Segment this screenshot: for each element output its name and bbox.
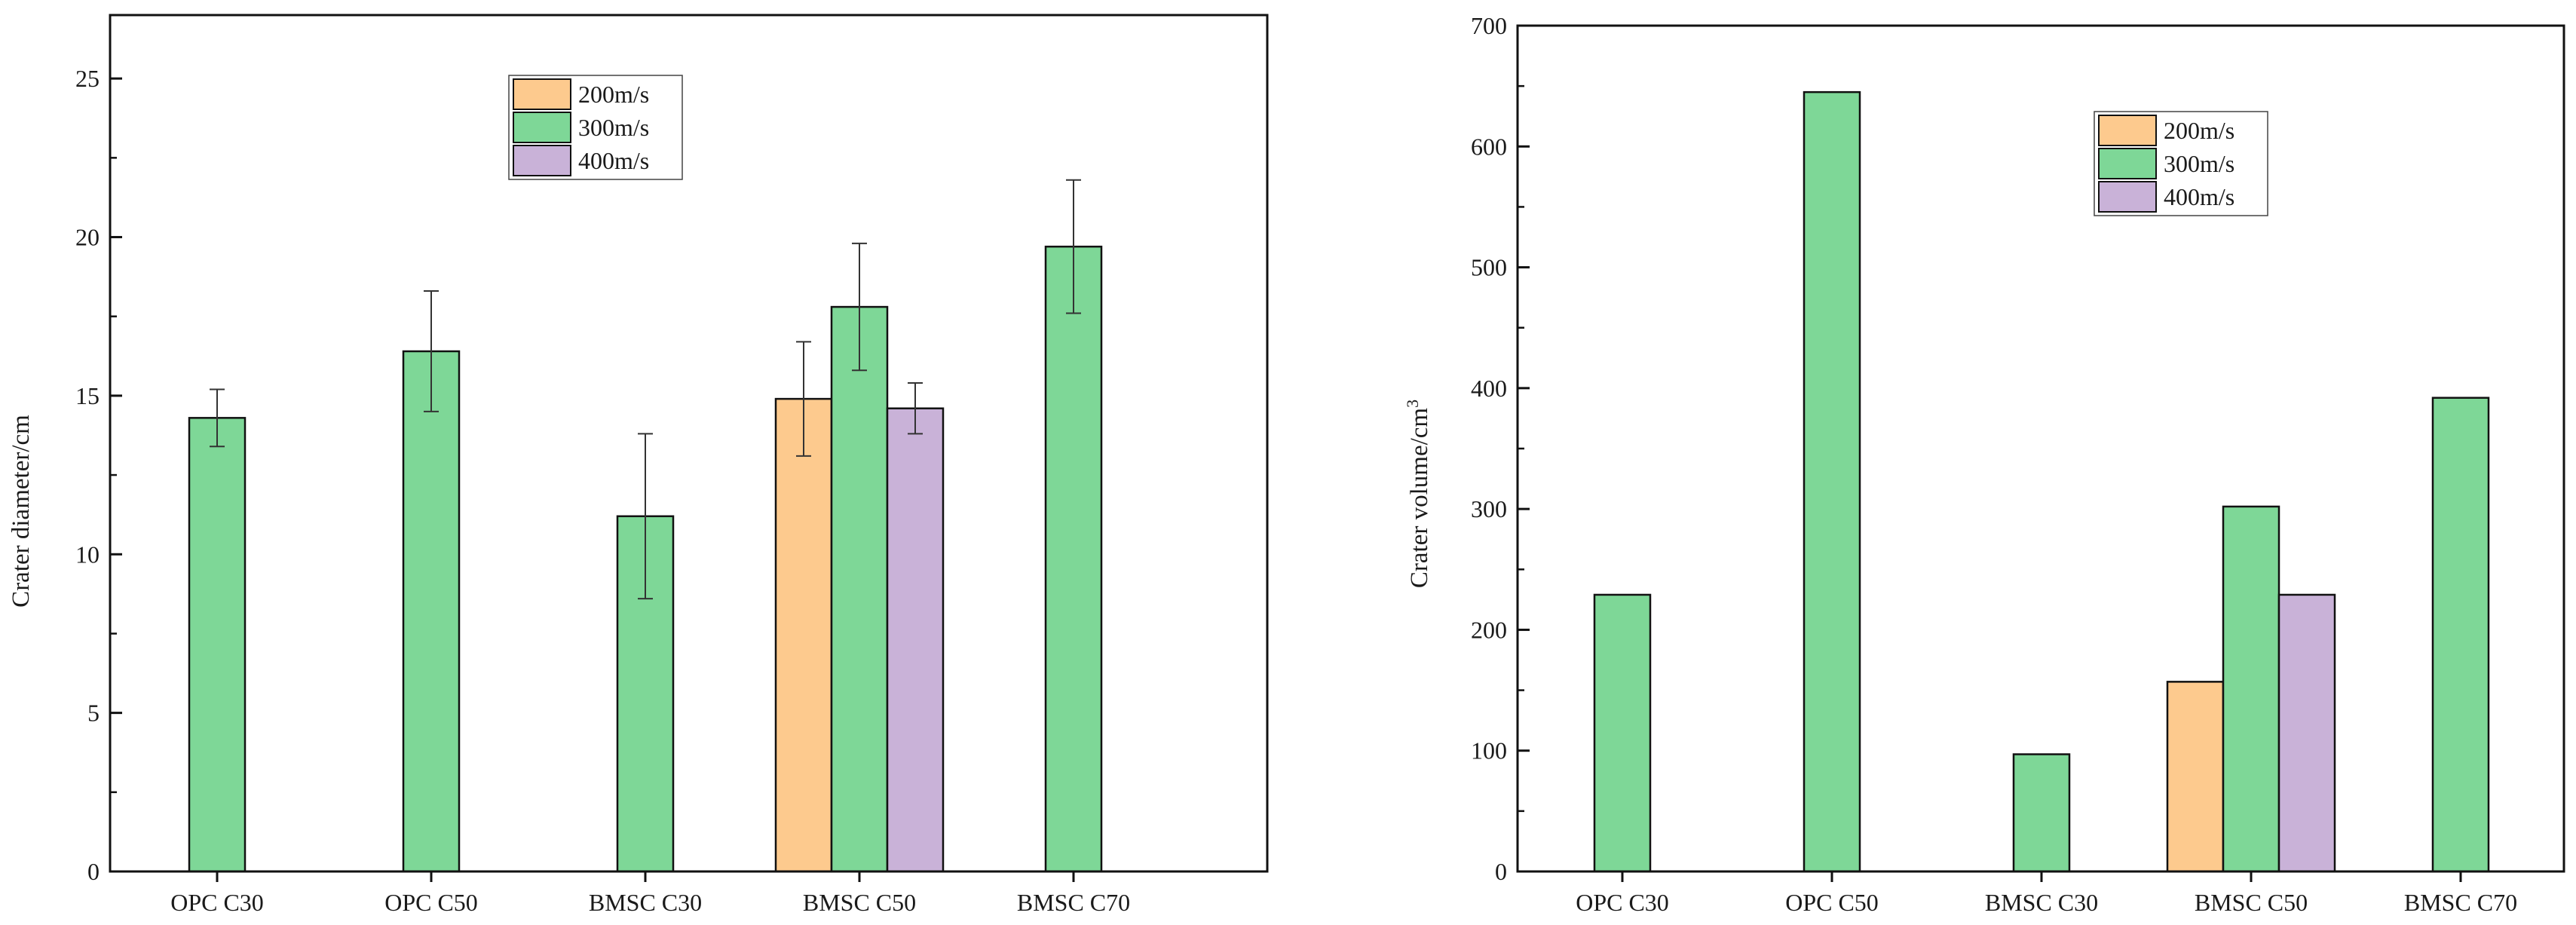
y-tick-label: 5 xyxy=(87,700,100,727)
legend: 200m/s 300m/s 400m/s xyxy=(2094,111,2268,216)
legend-label: 400m/s xyxy=(578,147,649,174)
legend-swatch xyxy=(2098,115,2157,146)
legend-label: 300m/s xyxy=(2164,150,2234,177)
plot-frame xyxy=(1516,24,2565,873)
y-tick-label: 300 xyxy=(1471,495,1507,522)
legend-swatch xyxy=(513,78,571,110)
legend-label: 400m/s xyxy=(2164,183,2234,210)
x-tick-label: BMSC C50 xyxy=(803,889,916,916)
y-tick-label: 100 xyxy=(1471,737,1507,764)
y-tick-label: 400 xyxy=(1471,375,1507,402)
x-tick-label: OPC C30 xyxy=(1576,889,1669,916)
bar xyxy=(774,397,833,873)
y-axis-label-text: Crater diameter/cm xyxy=(8,415,35,608)
x-tick-label: OPC C50 xyxy=(1785,889,1879,916)
bar xyxy=(2012,753,2071,873)
x-tick-label: OPC C30 xyxy=(170,889,264,916)
bar xyxy=(2277,593,2336,873)
y-axis-label: Crater diameter/cm xyxy=(8,415,35,608)
bar xyxy=(188,417,247,873)
volume-chart: 0 100 200 300 400 500 600 700 OPC C30 OPC C50 BMSC… xyxy=(1403,12,2565,916)
y-tick-label: 10 xyxy=(75,541,100,568)
bar xyxy=(402,350,461,873)
bar xyxy=(1044,245,1103,873)
bar xyxy=(1803,90,1861,873)
y-axis: 0 5 10 15 20 25 xyxy=(75,65,122,885)
plot-frame xyxy=(109,14,1269,873)
x-tick-label: BMSC C70 xyxy=(2404,889,2517,916)
x-tick-label: BMSC C30 xyxy=(1985,889,2098,916)
x-axis: OPC C30 OPC C50 BMSC C30 BMSC C50 BMSC C70 xyxy=(1576,871,2517,916)
x-tick-label: BMSC C50 xyxy=(2195,889,2308,916)
legend-swatch xyxy=(513,145,571,176)
legend-swatch xyxy=(2098,181,2157,213)
y-tick-label: 0 xyxy=(87,858,100,885)
y-tick-label: 500 xyxy=(1471,254,1507,281)
bar xyxy=(886,407,945,873)
y-tick-label: 20 xyxy=(75,224,100,251)
bar-group xyxy=(188,179,1103,873)
bar xyxy=(1593,593,1652,873)
y-tick-label: 700 xyxy=(1471,12,1507,39)
legend-label: 300m/s xyxy=(578,114,649,141)
x-axis: OPC C30 OPC C50 BMSC C30 BMSC C50 BMSC C70 xyxy=(170,871,1130,916)
bar xyxy=(2166,681,2225,873)
x-tick-label: BMSC C70 xyxy=(1017,889,1130,916)
legend-label: 200m/s xyxy=(578,81,649,108)
y-tick-label: 200 xyxy=(1471,616,1507,643)
y-tick-label: 600 xyxy=(1471,133,1507,160)
x-tick-label: BMSC C30 xyxy=(589,889,702,916)
y-tick-label: 15 xyxy=(75,382,100,409)
bar xyxy=(830,305,889,873)
y-axis-label-superscript: 3 xyxy=(1403,400,1422,408)
legend: 200m/s 300m/s 400m/s xyxy=(508,75,683,180)
y-axis-label: Crater volume/cm3 xyxy=(1403,400,1433,588)
y-axis: 0 100 200 300 400 500 600 700 xyxy=(1471,12,1530,885)
y-axis-label-text: Crater volume/cm xyxy=(1406,408,1433,589)
y-tick-label: 25 xyxy=(75,65,100,92)
legend-swatch xyxy=(2098,148,2157,179)
legend-label: 200m/s xyxy=(2164,117,2234,144)
x-tick-label: OPC C50 xyxy=(384,889,478,916)
bar xyxy=(2431,397,2490,873)
bar xyxy=(2222,505,2280,873)
bar-group xyxy=(1593,90,2490,873)
legend-swatch xyxy=(513,112,571,143)
diameter-chart: 0 5 10 15 20 25 OPC C30 OPC C50 BMSC C30 BMSC C50… xyxy=(8,14,1269,916)
y-tick-label: 0 xyxy=(1495,858,1507,885)
